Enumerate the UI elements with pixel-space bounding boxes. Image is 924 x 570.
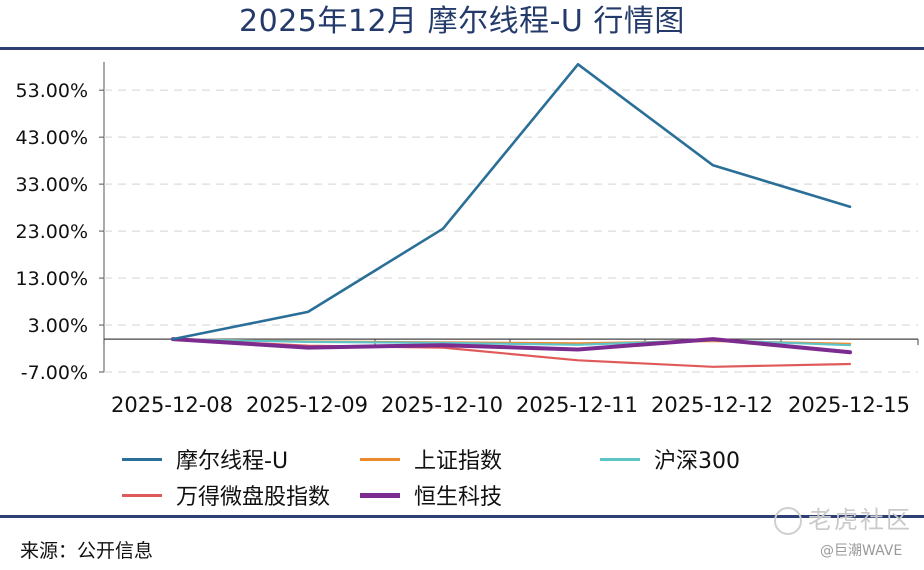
- y-tick-label: 13.00%: [16, 268, 88, 290]
- legend-item-hang-seng-tech: 恒生科技: [360, 480, 502, 510]
- legend-swatch: [122, 457, 162, 461]
- legend-label: 万得微盘股指数: [176, 485, 331, 510]
- watermark-logo-icon: [774, 507, 802, 535]
- legend-label: 沪深300: [654, 449, 740, 474]
- legend: 摩尔线程-U 上证指数 沪深300 万得微盘股指数 恒生科技: [0, 440, 924, 512]
- y-tick-label: 43.00%: [16, 127, 88, 149]
- legend-swatch: [600, 457, 640, 461]
- legend-swatch: [360, 457, 400, 461]
- y-tick-label: 53.00%: [16, 80, 88, 102]
- y-tick-label: 23.00%: [16, 221, 88, 243]
- x-tick-label: 2025-12-15: [788, 393, 910, 417]
- watermark-brand: 老虎社区: [774, 500, 912, 535]
- series-line-0: [171, 63, 852, 341]
- legend-item-moore-threads: 摩尔线程-U: [122, 444, 288, 474]
- source-note: 来源：公开信息: [20, 540, 154, 562]
- legend-item-shanghai-index: 上证指数: [360, 444, 502, 474]
- legend-label: 上证指数: [414, 449, 503, 474]
- bottom-divider: [0, 515, 924, 518]
- legend-item-csi300: 沪深300: [600, 444, 740, 474]
- top-divider: [0, 47, 924, 50]
- line-chart: 53.00% 43.00% 33.00% 23.00% 13.00% 3.00% -7.00…: [16, 62, 919, 417]
- x-tick-label: 2025-12-09: [246, 393, 368, 417]
- y-tick-label: 33.00%: [16, 174, 88, 196]
- x-tick-label: 2025-12-11: [516, 393, 638, 417]
- chart-title: 2025年12月 摩尔线程-U 行情图: [239, 4, 685, 39]
- x-tick-label: 2025-12-08: [111, 393, 233, 417]
- series-line-4: [171, 337, 852, 355]
- legend-item-wind-microcap: 万得微盘股指数: [122, 480, 330, 510]
- legend-label: 恒生科技: [414, 485, 503, 510]
- watermark-author: @巨潮WAVE: [820, 543, 903, 559]
- x-tick-label: 2025-12-10: [381, 393, 503, 417]
- legend-swatch: [122, 493, 162, 497]
- legend-swatch: [360, 492, 400, 498]
- y-tick-label: -7.00%: [21, 362, 88, 384]
- legend-label: 摩尔线程-U: [176, 449, 289, 474]
- x-tick-label: 2025-12-12: [651, 393, 773, 417]
- y-tick-label: 3.00%: [28, 315, 88, 337]
